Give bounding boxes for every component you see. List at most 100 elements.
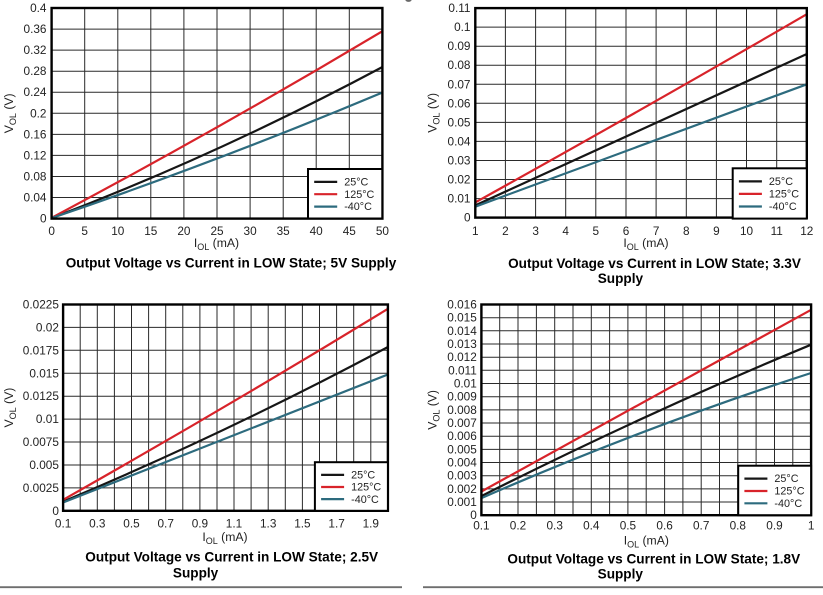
svg-text:0: 0: [48, 224, 55, 238]
svg-text:0.2: 0.2: [30, 106, 46, 120]
svg-text:0.1: 0.1: [473, 519, 489, 533]
svg-text:50: 50: [376, 224, 390, 238]
svg-text:0.12: 0.12: [24, 148, 47, 162]
svg-text:0.0175: 0.0175: [23, 343, 60, 357]
svg-text:Output Voltage vs Current in L: Output Voltage vs Current in LOW State; …: [85, 550, 378, 565]
svg-text:3: 3: [532, 224, 539, 238]
svg-text:0.6: 0.6: [656, 519, 673, 533]
svg-text:30: 30: [244, 224, 258, 238]
svg-text:0.06: 0.06: [448, 96, 471, 110]
svg-text:0: 0: [470, 508, 477, 522]
svg-text:5: 5: [593, 224, 600, 238]
svg-text:0.01: 0.01: [448, 192, 471, 206]
svg-text:Output Voltage vs Current in L: Output Voltage vs Current in LOW State; …: [508, 256, 801, 271]
svg-text:0.0125: 0.0125: [23, 389, 60, 403]
svg-text:0.0075: 0.0075: [23, 435, 60, 449]
svg-text:0.007: 0.007: [447, 416, 477, 430]
svg-text:0.04: 0.04: [24, 191, 47, 205]
svg-text:125°C: 125°C: [351, 482, 381, 494]
svg-text:6: 6: [623, 224, 630, 238]
svg-text:20: 20: [177, 224, 191, 238]
svg-text:0.9: 0.9: [192, 517, 208, 531]
svg-text:0.08: 0.08: [448, 58, 471, 72]
svg-text:1.7: 1.7: [328, 517, 344, 531]
svg-text:0.05: 0.05: [448, 115, 471, 129]
svg-text:0.01: 0.01: [454, 377, 477, 391]
svg-text:12: 12: [800, 224, 813, 238]
svg-text:0.03: 0.03: [448, 154, 471, 168]
svg-text:0: 0: [52, 504, 59, 518]
svg-text:1.5: 1.5: [294, 517, 311, 531]
svg-text:0.006: 0.006: [447, 429, 477, 443]
svg-text:40: 40: [310, 224, 324, 238]
svg-text:0.2: 0.2: [510, 519, 526, 533]
svg-text:-40°C: -40°C: [351, 494, 379, 506]
svg-text:0.0025: 0.0025: [23, 481, 60, 495]
svg-text:0.32: 0.32: [24, 43, 47, 57]
svg-text:1.3: 1.3: [260, 517, 277, 531]
svg-text:0.28: 0.28: [24, 64, 47, 78]
svg-text:15: 15: [144, 224, 158, 238]
svg-text:0.04: 0.04: [448, 134, 471, 148]
svg-text:0.008: 0.008: [447, 403, 477, 417]
svg-text:25°C: 25°C: [769, 176, 793, 188]
svg-text:0.001: 0.001: [447, 495, 477, 509]
svg-text:Supply: Supply: [598, 271, 644, 286]
svg-text:0: 0: [40, 212, 47, 226]
svg-text:4: 4: [562, 224, 569, 238]
svg-text:10: 10: [740, 224, 754, 238]
svg-text:0: 0: [464, 211, 471, 225]
svg-text:0.3: 0.3: [89, 517, 106, 531]
svg-text:8: 8: [683, 224, 690, 238]
svg-text:-40°C: -40°C: [344, 201, 372, 213]
svg-text:0.09: 0.09: [448, 39, 471, 53]
svg-text:11: 11: [771, 224, 783, 238]
svg-text:VOL (V): VOL (V): [2, 93, 18, 133]
svg-text:VOL (V): VOL (V): [426, 390, 442, 430]
svg-text:-40°C: -40°C: [774, 498, 802, 510]
svg-text:1.1: 1.1: [226, 517, 242, 531]
svg-text:0.1: 0.1: [454, 20, 470, 34]
svg-text:0.9: 0.9: [766, 519, 782, 533]
svg-text:Supply: Supply: [173, 566, 219, 581]
svg-text:0.015: 0.015: [447, 311, 477, 325]
svg-text:25°C: 25°C: [774, 473, 798, 485]
svg-text:0.4: 0.4: [30, 1, 47, 15]
svg-text:1.9: 1.9: [363, 517, 379, 531]
svg-text:25: 25: [210, 224, 224, 238]
svg-text:0.8: 0.8: [730, 519, 747, 533]
svg-text:0.009: 0.009: [447, 390, 477, 404]
svg-text:0.4: 0.4: [583, 519, 600, 533]
svg-text:25°C: 25°C: [344, 177, 368, 189]
svg-text:0.7: 0.7: [157, 517, 173, 531]
svg-text:0.7: 0.7: [693, 519, 709, 533]
svg-text:0.02: 0.02: [36, 320, 59, 334]
svg-text:0.015: 0.015: [29, 366, 59, 380]
svg-text:0.011: 0.011: [448, 363, 477, 377]
svg-text:0.24: 0.24: [24, 85, 47, 99]
svg-text:0.1: 0.1: [55, 517, 71, 531]
svg-text:0.005: 0.005: [447, 442, 477, 456]
svg-text:0.16: 0.16: [24, 127, 47, 141]
svg-text:125°C: 125°C: [344, 189, 374, 201]
svg-text:0.36: 0.36: [24, 22, 47, 36]
svg-text:10: 10: [111, 224, 125, 238]
svg-text:0.004: 0.004: [447, 456, 477, 470]
svg-text:0.08: 0.08: [24, 170, 47, 184]
svg-text:0.07: 0.07: [448, 77, 471, 91]
svg-text:0.013: 0.013: [447, 337, 477, 351]
svg-text:0.014: 0.014: [447, 324, 477, 338]
svg-text:9: 9: [713, 224, 720, 238]
svg-text:125°C: 125°C: [774, 486, 804, 498]
svg-text:0.01: 0.01: [36, 412, 59, 426]
svg-text:1: 1: [808, 519, 815, 533]
svg-text:0.11: 0.11: [448, 1, 470, 15]
svg-text:Output Voltage vs Current in L: Output Voltage vs Current in LOW State; …: [66, 256, 397, 271]
svg-text:1: 1: [472, 224, 479, 238]
svg-text:0.5: 0.5: [620, 519, 637, 533]
svg-text:0.3: 0.3: [546, 519, 563, 533]
svg-text:0.012: 0.012: [447, 350, 477, 364]
svg-text:0.002: 0.002: [447, 482, 477, 496]
svg-text:7: 7: [653, 224, 660, 238]
svg-text:Output Voltage vs Current in L: Output Voltage vs Current in LOW State; …: [507, 552, 800, 567]
